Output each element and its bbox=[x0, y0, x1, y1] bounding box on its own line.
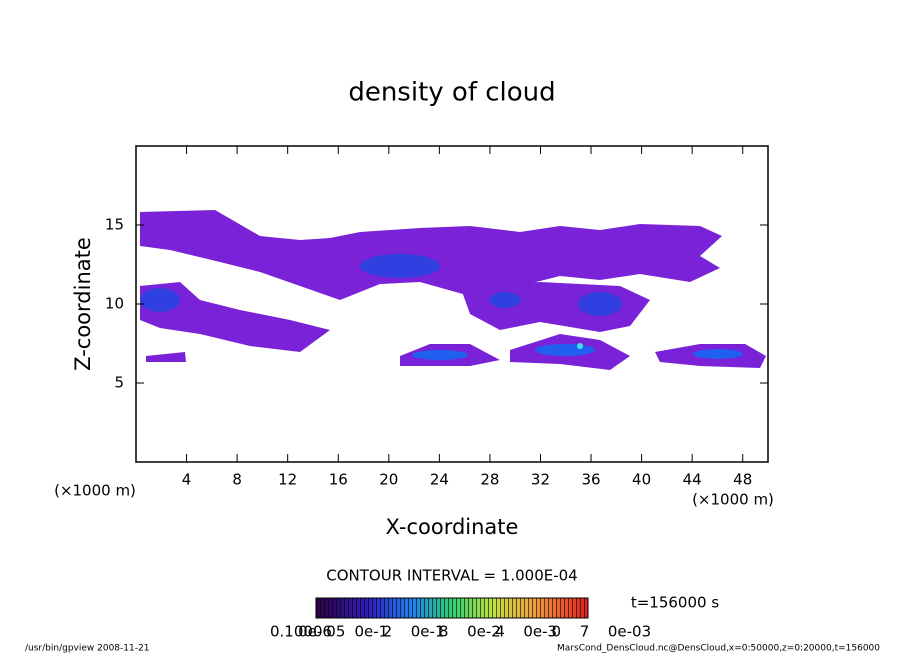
time-label: t=156000 s bbox=[631, 594, 719, 612]
x-tick-label: 44 bbox=[683, 471, 702, 489]
x-tick-label: 40 bbox=[632, 471, 651, 489]
x-unit-label: (×1000 m) bbox=[54, 482, 136, 500]
plot-frame bbox=[135, 145, 769, 463]
x-tick-label: 36 bbox=[581, 471, 600, 489]
x-tick-label: 16 bbox=[329, 471, 348, 489]
x-tick-label: 48 bbox=[733, 471, 752, 489]
x-unit-label: (×1000 m) bbox=[692, 491, 774, 509]
colorbar-label: 0e-3 bbox=[523, 623, 557, 641]
footer-left: /usr/bin/gpview 2008-11-21 bbox=[25, 644, 149, 654]
colorbar-label: 0e-2 bbox=[467, 623, 501, 641]
colorbar-label: 2 bbox=[383, 623, 393, 641]
cloud-field bbox=[140, 210, 766, 370]
chart-title: density of cloud bbox=[348, 78, 555, 108]
colorbar-stripes bbox=[316, 598, 588, 618]
colorbar-label: 7 bbox=[580, 623, 590, 641]
x-tick-label: 8 bbox=[232, 471, 242, 489]
x-tick-label: 24 bbox=[430, 471, 449, 489]
colorbar-label: 4 bbox=[495, 623, 505, 641]
y-tick-label: 15 bbox=[105, 216, 124, 234]
colorbar-label: 05 bbox=[326, 623, 345, 641]
colorbar-label: 0e-1 bbox=[354, 623, 388, 641]
colorbar-label: 0 bbox=[552, 623, 562, 641]
colorbar-label: 0e-1 bbox=[411, 623, 445, 641]
x-tick-label: 4 bbox=[182, 471, 192, 489]
y-tick-label: 5 bbox=[114, 374, 124, 392]
x-axis-title: X-coordinate bbox=[386, 515, 519, 539]
contour-interval: CONTOUR INTERVAL = 1.000E-04 bbox=[326, 567, 577, 585]
colorbar-label: 0.1000 bbox=[270, 623, 323, 641]
x-tick-label: 12 bbox=[278, 471, 297, 489]
x-tick-label: 28 bbox=[480, 471, 499, 489]
y-tick-label: 10 bbox=[105, 295, 124, 313]
colorbar-label: 0e-6 bbox=[298, 623, 332, 641]
footer-right: MarsCond_DensCloud.nc@DensCloud,x=0:5000… bbox=[557, 644, 880, 654]
colorbar-label: 0e-03 bbox=[608, 623, 651, 641]
colorbar-label: 8 bbox=[439, 623, 449, 641]
x-tick-label: 32 bbox=[531, 471, 550, 489]
x-tick-label: 20 bbox=[379, 471, 398, 489]
y-axis-title: Z-coordinate bbox=[71, 237, 95, 371]
